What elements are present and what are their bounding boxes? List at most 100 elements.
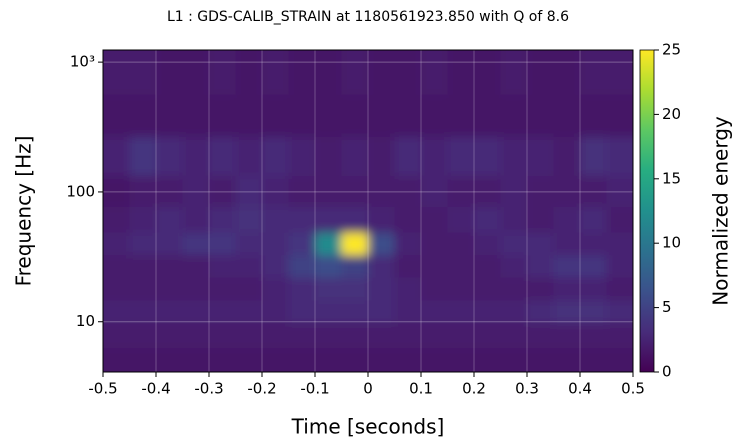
- heatmap-cell: [474, 94, 501, 137]
- heatmap-cell: [394, 347, 422, 372]
- x-tick-label: 0: [363, 380, 373, 398]
- heatmap-cell: [129, 94, 157, 137]
- heatmap-cell: [394, 50, 422, 95]
- x-tick-label: 0.1: [409, 380, 433, 398]
- heatmap-cell: [500, 136, 528, 176]
- heatmap-cell: [288, 322, 316, 349]
- heatmap-cell: [103, 175, 130, 207]
- heatmap-cell: [527, 175, 554, 207]
- heatmap-cell: [235, 94, 263, 137]
- colorbar-tick-label: 15: [662, 169, 681, 187]
- heatmap-cell: [156, 347, 183, 372]
- heatmap-cell: [527, 94, 554, 137]
- heatmap-cell: [262, 175, 289, 207]
- heatmap-cell: [103, 254, 130, 278]
- heatmap-cell: [580, 94, 607, 137]
- heatmap-cell: [182, 254, 210, 278]
- heatmap-cell: [527, 254, 554, 278]
- heatmap-cell: [315, 94, 342, 137]
- heatmap-cell: [368, 94, 395, 137]
- heatmap-cell: [447, 136, 475, 176]
- heatmap-cell: [527, 347, 554, 372]
- heatmap-cell: [500, 206, 528, 233]
- heatmap-cell: [527, 322, 554, 349]
- heatmap-cell: [580, 347, 607, 372]
- heatmap-cell: [235, 50, 263, 95]
- heatmap-cell: [580, 136, 607, 176]
- heatmap-cell: [262, 206, 289, 233]
- heatmap-cell: [606, 322, 633, 349]
- heatmap-cell: [368, 347, 395, 372]
- heatmap-cell: [129, 175, 157, 207]
- heatmap-cell: [129, 322, 157, 349]
- heatmap-cell: [606, 300, 633, 324]
- heatmap-cell: [421, 206, 448, 233]
- heatmap-cell: [315, 206, 342, 233]
- heatmap-cell: [474, 300, 501, 324]
- x-tick-label: -0.5: [88, 380, 117, 398]
- heatmap-cell: [500, 322, 528, 349]
- heatmap-cell: [527, 136, 554, 176]
- heatmap-cell: [262, 94, 289, 137]
- heatmap-cell: [288, 175, 316, 207]
- heatmap-cell: [315, 50, 342, 95]
- heatmap-cell: [235, 206, 263, 233]
- heatmap-cell: [500, 232, 528, 256]
- heatmap-cell: [315, 347, 342, 372]
- x-axis-label: Time [seconds]: [291, 415, 445, 439]
- heatmap-cell: [580, 254, 607, 278]
- heatmap-cell: [103, 94, 130, 137]
- heatmap-cell: [606, 175, 633, 207]
- heatmap-cell: [606, 206, 633, 233]
- heatmap-cell: [235, 232, 263, 256]
- heatmap-cell: [209, 175, 236, 207]
- heatmap-cell: [394, 94, 422, 137]
- heatmap-cell: [447, 206, 475, 233]
- heatmap-cell: [182, 206, 210, 233]
- heatmap-cell: [288, 94, 316, 137]
- colorbar-tick-label: 20: [662, 105, 681, 123]
- heatmap-cell: [500, 50, 528, 95]
- heatmap-cell: [368, 232, 395, 256]
- heatmap-cell: [421, 50, 448, 95]
- heatmap-cell: [288, 277, 316, 301]
- x-tick-label: 0.5: [621, 380, 645, 398]
- heatmap-cell: [288, 254, 316, 278]
- colorbar-tick-label: 5: [662, 298, 672, 316]
- heatmap-cell: [553, 175, 581, 207]
- heatmap-cell: [553, 50, 581, 95]
- heatmap-cell: [182, 277, 210, 301]
- heatmap-cell: [580, 300, 607, 324]
- heatmap-cell: [129, 206, 157, 233]
- heatmap-cell: [580, 232, 607, 256]
- heatmap-cell: [209, 136, 236, 176]
- colorbar-tick-label: 0: [662, 363, 672, 381]
- heatmap-cell: [182, 94, 210, 137]
- heatmap-cells: [103, 50, 633, 372]
- heatmap-cell: [182, 322, 210, 349]
- heatmap-cell: [341, 206, 369, 233]
- heatmap-cell: [580, 175, 607, 207]
- chart-title: L1 : GDS-CALIB_STRAIN at 1180561923.850 …: [167, 9, 569, 25]
- heatmap-cell: [500, 254, 528, 278]
- heatmap-cell: [209, 94, 236, 137]
- x-tick-label: 0.2: [462, 380, 486, 398]
- heatmap-cell: [606, 347, 633, 372]
- heatmap-cell: [580, 277, 607, 301]
- heatmap-cell: [235, 322, 263, 349]
- x-tick-label: -0.3: [194, 380, 223, 398]
- heatmap-cell: [235, 175, 263, 207]
- heatmap-cell: [553, 206, 581, 233]
- heatmap-cell: [606, 232, 633, 256]
- heatmap-cell: [553, 136, 581, 176]
- heatmap-cell: [341, 136, 369, 176]
- heatmap-cell: [447, 254, 475, 278]
- heatmap-cell: [368, 136, 395, 176]
- x-tick-label: 0.4: [568, 380, 592, 398]
- heatmap-cell: [421, 94, 448, 137]
- heatmap-cell: [527, 300, 554, 324]
- heatmap-cell: [315, 136, 342, 176]
- heatmap-cell: [474, 322, 501, 349]
- heatmap-cell: [553, 347, 581, 372]
